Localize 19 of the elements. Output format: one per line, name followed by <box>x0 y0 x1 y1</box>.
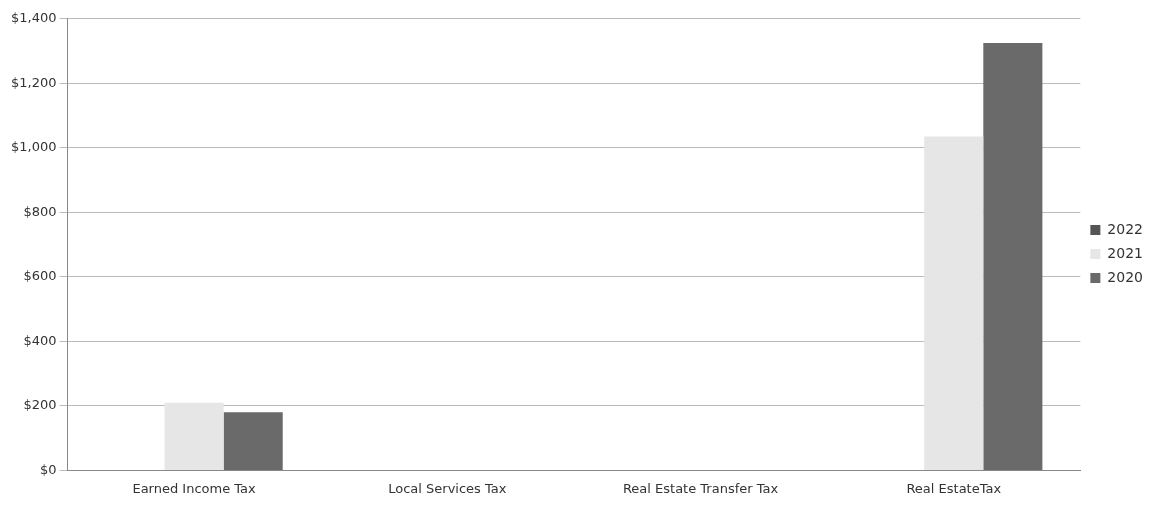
y-tick-label: $200 <box>23 397 57 413</box>
bar <box>924 136 984 470</box>
x-tick-label: Real EstateTax <box>906 480 1002 496</box>
y-tick-label: $1,200 <box>10 74 57 90</box>
y-tick-label: $1,000 <box>10 139 57 155</box>
legend-label: 2020 <box>1107 268 1144 285</box>
bar <box>164 402 224 470</box>
legend-label: 2022 <box>1107 220 1144 237</box>
legend-label: 2021 <box>1107 244 1144 261</box>
y-tick-label: $400 <box>23 332 57 348</box>
y-tick-label: $600 <box>23 268 57 284</box>
x-tick-label: Earned Income Tax <box>132 480 257 496</box>
y-tick-label: $1,400 <box>10 10 57 26</box>
bar <box>223 412 283 470</box>
x-tick-label: Local Services Tax <box>388 480 507 496</box>
y-tick-label: $0 <box>39 461 57 477</box>
bar <box>983 42 1043 470</box>
y-tick-label: $800 <box>23 203 57 219</box>
x-tick-label: Real Estate Transfer Tax <box>622 480 779 496</box>
